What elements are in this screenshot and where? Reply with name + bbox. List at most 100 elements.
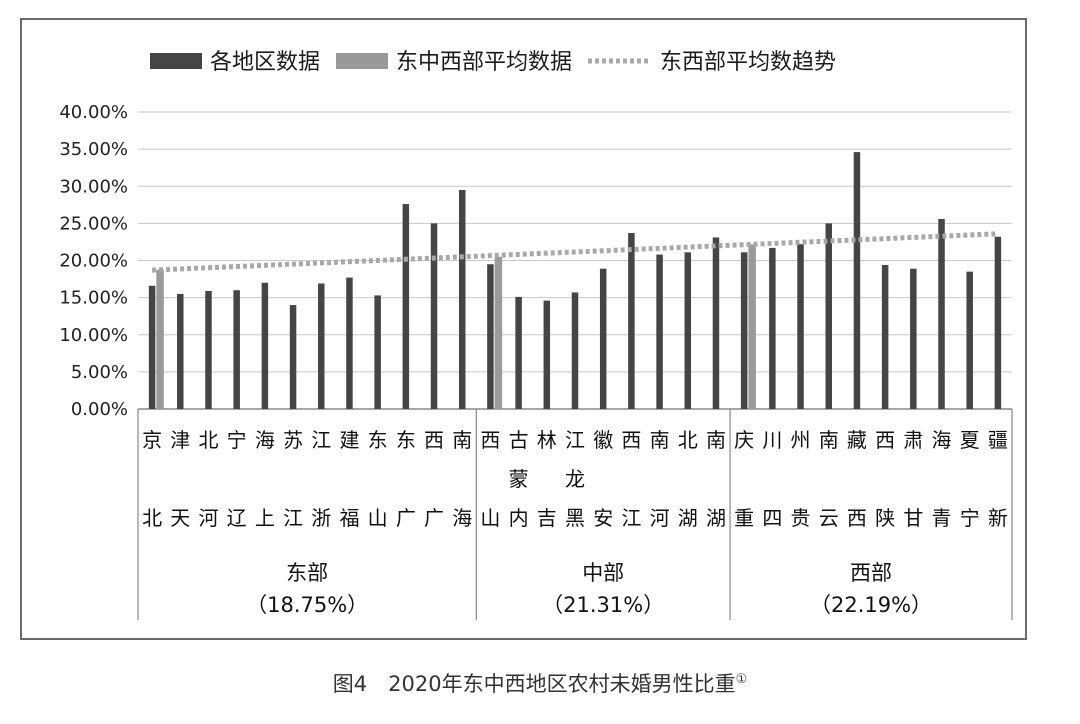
data-bar bbox=[684, 252, 692, 409]
province-label-char: 重 bbox=[734, 506, 754, 530]
y-tick-label: 40.00% bbox=[59, 102, 128, 123]
province-label-char: 宁 bbox=[227, 428, 247, 452]
province-label-char: 河 bbox=[198, 506, 218, 530]
province-label-char: 广 bbox=[424, 506, 444, 530]
province-label-char: 北 bbox=[198, 428, 218, 452]
data-bar bbox=[910, 268, 917, 409]
y-tick-label: 35.00% bbox=[59, 139, 128, 160]
y-tick-label: 20.00% bbox=[59, 251, 128, 272]
trend-line bbox=[151, 231, 999, 273]
province-label-char: 辽 bbox=[227, 506, 247, 530]
data-bar bbox=[656, 254, 663, 409]
province-label-char: 西 bbox=[875, 428, 895, 452]
province-label-char: 京 bbox=[142, 428, 162, 452]
y-tick-label: 15.00% bbox=[59, 288, 128, 309]
province-label-char: 庆 bbox=[734, 428, 754, 452]
province-label-char: 青 bbox=[932, 506, 952, 530]
group-average-label: （18.75%） bbox=[246, 593, 368, 617]
data-bar bbox=[938, 218, 945, 409]
data-bar bbox=[769, 247, 776, 409]
province-label-char: 肃 bbox=[903, 428, 923, 452]
legend-label: 东西部平均数趋势 bbox=[660, 50, 836, 75]
group-name: 东部 bbox=[286, 561, 328, 585]
province-label-char: 龙 bbox=[565, 467, 585, 491]
average-bar bbox=[494, 256, 503, 409]
data-bar bbox=[740, 252, 748, 409]
province-label-char: 川 bbox=[762, 428, 782, 452]
data-bar bbox=[543, 300, 551, 409]
caption-note: ① bbox=[735, 672, 748, 687]
province-label-char: 四 bbox=[762, 506, 782, 530]
data-bar bbox=[430, 223, 438, 409]
data-bar bbox=[853, 152, 861, 409]
province-label-char: 江 bbox=[621, 506, 641, 530]
province-label-char: 西 bbox=[480, 428, 500, 452]
province-label-char: 上 bbox=[255, 506, 275, 530]
data-bar bbox=[318, 283, 325, 409]
data-bar bbox=[966, 271, 973, 409]
group-average-label: （21.31%） bbox=[542, 593, 664, 617]
province-label-char: 州 bbox=[791, 428, 811, 452]
province-label-char: 海 bbox=[452, 506, 472, 530]
data-bar bbox=[233, 290, 240, 409]
province-label-char: 东 bbox=[368, 428, 388, 452]
group-average-label: （22.19%） bbox=[810, 593, 932, 617]
province-label-char: 湖 bbox=[706, 506, 726, 530]
province-label-char: 广 bbox=[396, 506, 416, 530]
average-bar bbox=[748, 244, 756, 409]
chart-frame: 各地区数据 东中西部平均数据 东西部平均数趋势 0.00% 5.00% 10.00% 15.… bbox=[20, 18, 1027, 640]
province-label-char: 藏 bbox=[847, 428, 867, 452]
province-label-char: 南 bbox=[706, 428, 726, 452]
province-label-char: 陕 bbox=[875, 506, 895, 530]
province-label-char: 夏 bbox=[960, 428, 980, 452]
province-label-char: 浙 bbox=[311, 506, 331, 530]
chart: 各地区数据 东中西部平均数据 东西部平均数趋势 0.00% 5.00% 10.00% 15.… bbox=[59, 50, 1013, 620]
province-label-char: 西 bbox=[847, 506, 867, 530]
province-label-char: 北 bbox=[678, 428, 698, 452]
y-tick-label: 5.00% bbox=[71, 362, 128, 383]
province-label-char: 甘 bbox=[903, 506, 923, 530]
province-label-char: 疆 bbox=[988, 428, 1008, 452]
province-label-char: 福 bbox=[339, 506, 359, 530]
data-bar bbox=[599, 268, 607, 409]
data-bar bbox=[571, 292, 579, 409]
province-label-char: 蒙 bbox=[509, 467, 529, 491]
group-name: 西部 bbox=[850, 561, 892, 585]
province-label-char: 江 bbox=[283, 506, 303, 530]
average-bar bbox=[156, 269, 164, 409]
province-label-char: 新 bbox=[988, 506, 1008, 530]
y-tick-label: 25.00% bbox=[59, 213, 128, 234]
data-bar bbox=[712, 237, 720, 409]
data-bar bbox=[458, 189, 466, 409]
data-bar bbox=[487, 264, 494, 409]
caption-prefix: 图4 bbox=[332, 672, 368, 696]
province-label-char: 湖 bbox=[678, 506, 698, 530]
data-bar bbox=[346, 277, 353, 409]
province-label-char: 山 bbox=[368, 506, 388, 530]
group-name: 中部 bbox=[582, 561, 624, 585]
province-label-char: 西 bbox=[621, 428, 641, 452]
data-bar bbox=[205, 290, 212, 409]
data-bar bbox=[797, 244, 804, 409]
y-tick-label: 30.00% bbox=[59, 176, 128, 197]
province-label-char: 黑 bbox=[565, 506, 585, 530]
figure-caption: 图4 2020年东中西地区农村未婚男性比重① bbox=[0, 668, 1080, 698]
data-bar bbox=[881, 264, 889, 409]
y-tick-label: 0.00% bbox=[71, 399, 128, 420]
province-label-char: 建 bbox=[339, 428, 359, 452]
province-label-char: 林 bbox=[537, 428, 557, 452]
data-bar bbox=[177, 293, 184, 409]
province-label-char: 海 bbox=[255, 428, 275, 452]
province-label-char: 津 bbox=[170, 428, 190, 452]
data-bar bbox=[402, 204, 410, 409]
province-label-char: 南 bbox=[452, 428, 472, 452]
province-label-char: 吉 bbox=[537, 506, 557, 530]
legend-label: 各地区数据 bbox=[210, 50, 320, 75]
province-label-char: 贵 bbox=[791, 506, 811, 530]
data-bar bbox=[825, 223, 832, 409]
data-bar bbox=[515, 296, 522, 409]
province-label-char: 天 bbox=[170, 506, 190, 530]
data-bar bbox=[628, 233, 635, 409]
data-bar bbox=[148, 285, 156, 409]
province-label-char: 河 bbox=[650, 506, 670, 530]
